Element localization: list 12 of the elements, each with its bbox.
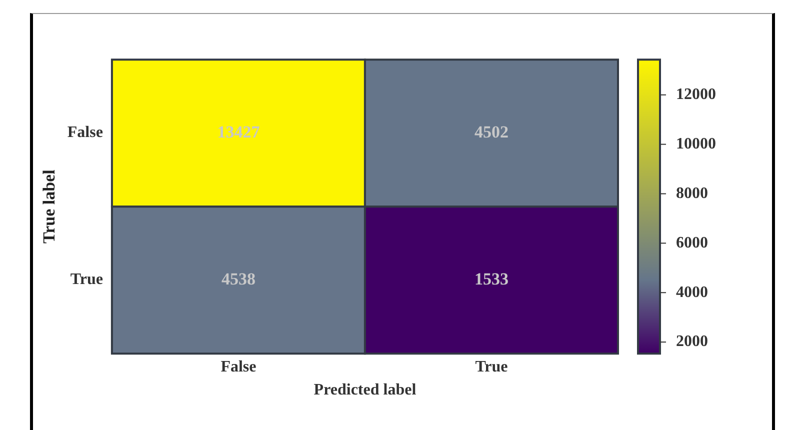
color-bar-label: 8000 (676, 184, 708, 202)
color-bar-label: 2000 (676, 333, 708, 350)
y-axis-title: True label (40, 169, 59, 244)
data-label: 4538 (221, 269, 256, 288)
color-bar-label: 10000 (676, 135, 716, 152)
data-label: 1533 (474, 269, 508, 288)
x-axis-title: Predicted label (314, 382, 417, 399)
data-label: 13427 (217, 122, 260, 142)
color-bar-label: 12000 (676, 86, 716, 104)
color-bar-label: 4000 (676, 284, 708, 301)
color-bar-label: 6000 (676, 234, 708, 252)
data-label: 4502 (474, 122, 508, 142)
